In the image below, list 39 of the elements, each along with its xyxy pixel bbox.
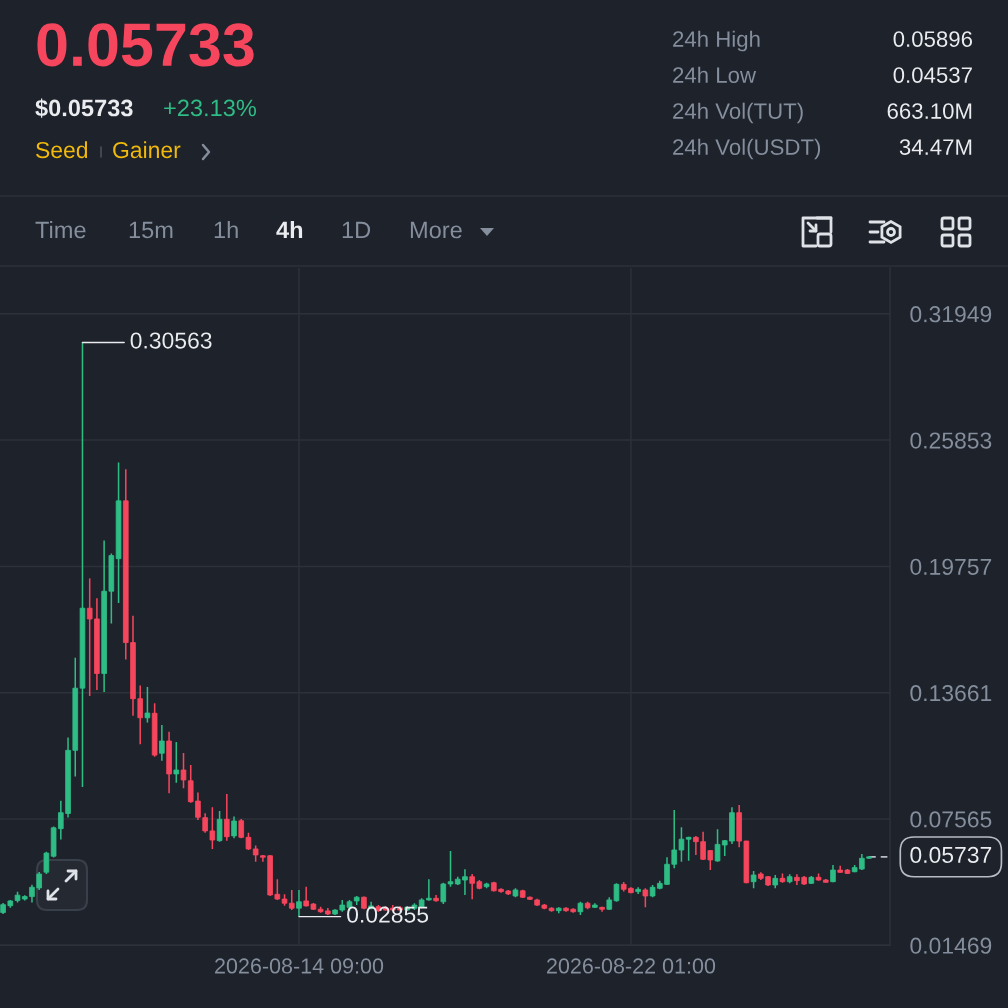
text: 24h Low <box>673 66 757 83</box>
y-tick-label: 0.01469 <box>910 937 992 954</box>
text: $0.05733 <box>35 98 133 118</box>
candlestick <box>173 741 180 784</box>
x-tick-label: 2026-08-14 09:00 <box>215 958 384 974</box>
text: 1D <box>342 221 371 239</box>
text: 34.47M <box>899 139 972 155</box>
text: 1h <box>214 221 238 239</box>
annotation: 0.02855 <box>347 906 429 923</box>
text: 24h Vol(TUT) <box>673 102 803 124</box>
text: 15m <box>129 221 173 239</box>
text: Seed <box>36 141 88 159</box>
y-tick-label: 0.19757 <box>910 558 992 575</box>
text: 24h Vol(USDT) <box>673 138 821 160</box>
text: 4h <box>276 221 303 239</box>
text: 663.10M <box>887 103 972 119</box>
candlestick <box>642 887 649 909</box>
candlestick <box>159 724 165 762</box>
candlestick <box>231 815 237 840</box>
y-tick-label: 0.31949 <box>910 306 992 323</box>
candlestick <box>144 686 151 724</box>
text: Gainer <box>113 141 181 159</box>
text: 0.05896 <box>893 31 973 47</box>
text: 0.05733 <box>37 23 254 67</box>
candlestick <box>216 810 223 843</box>
text: Time <box>35 221 86 239</box>
candlestick <box>296 889 302 918</box>
x-tick-label: 2026-08-22 01:00 <box>547 958 716 974</box>
text: 0.04537 <box>893 67 972 83</box>
y-tick-label: 0.13661 <box>910 685 992 702</box>
text: More <box>410 221 462 239</box>
candlestick <box>685 835 692 862</box>
ref-line-label: 0.05737 <box>910 846 992 864</box>
y-tick-label: 0.07565 <box>910 811 992 828</box>
text: 24h High <box>673 30 760 52</box>
y-tick-label: 0.25853 <box>910 432 992 449</box>
text: +23.13% <box>164 99 257 117</box>
candlestick <box>224 793 230 842</box>
annotation: 0.30563 <box>130 332 212 349</box>
